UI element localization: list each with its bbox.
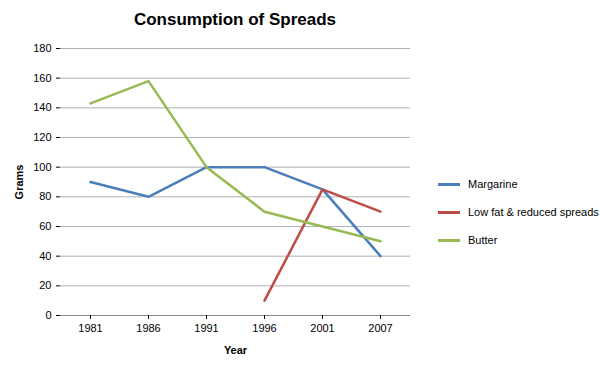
svg-text:1981: 1981 <box>78 322 102 334</box>
svg-text:0: 0 <box>45 309 51 321</box>
svg-text:160: 160 <box>33 72 51 84</box>
svg-text:20: 20 <box>39 279 51 291</box>
svg-text:2001: 2001 <box>310 322 334 334</box>
svg-text:80: 80 <box>39 190 51 202</box>
html-text:Consumption of Spreads: Consumption of Spreads <box>133 10 337 29</box>
svg-text:1996: 1996 <box>252 322 276 334</box>
svg-text:120: 120 <box>33 131 51 143</box>
svg-text:40: 40 <box>39 250 51 262</box>
html-text:Low fat & reduced spreads: Low fat & reduced spreads <box>468 206 599 218</box>
svg-text:1991: 1991 <box>194 322 218 334</box>
svg-text:140: 140 <box>33 101 51 113</box>
svg-text:1986: 1986 <box>136 322 160 334</box>
html-text:Butter: Butter <box>468 234 498 246</box>
svg-text:60: 60 <box>39 220 51 232</box>
svg-text:Year: Year <box>224 344 248 356</box>
html-text:Margarine: Margarine <box>468 178 518 190</box>
svg-text:180: 180 <box>33 42 51 54</box>
svg-text:2007: 2007 <box>368 322 392 334</box>
svg-text:100: 100 <box>33 161 51 173</box>
svg-text:Grams: Grams <box>13 165 25 200</box>
